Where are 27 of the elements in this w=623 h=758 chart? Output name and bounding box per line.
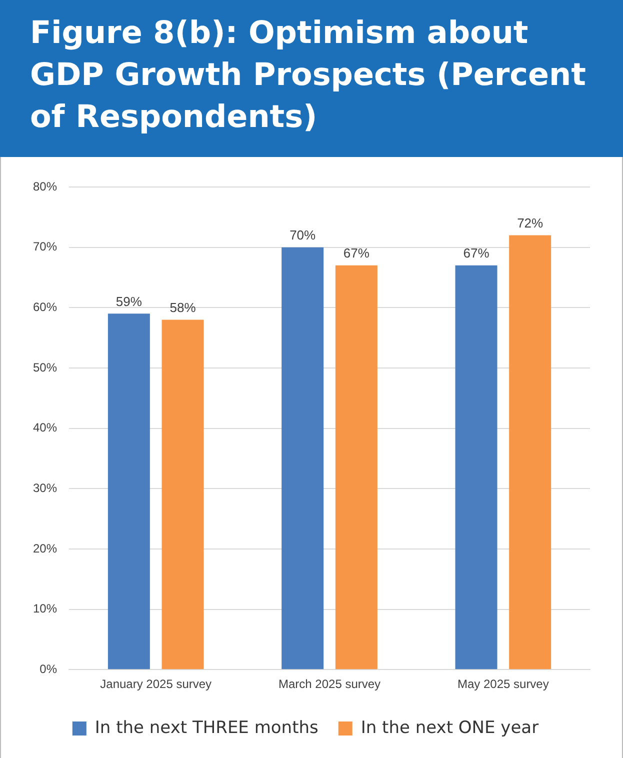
- bar: [509, 235, 552, 670]
- y-tick-label: 60%: [32, 300, 58, 314]
- y-tick-label: 40%: [32, 420, 58, 435]
- x-tick-label: May 2025 survey: [457, 677, 549, 692]
- x-tick-label: March 2025 survey: [278, 677, 381, 692]
- y-tick-label: 70%: [32, 240, 58, 254]
- data-label: 59%: [116, 294, 142, 309]
- y-tick-label: 10%: [32, 602, 58, 616]
- bar: [455, 265, 498, 670]
- y-tick-label: 50%: [32, 360, 58, 374]
- bar: [335, 265, 378, 670]
- y-tick-label: 0%: [40, 662, 58, 676]
- chart-title: Figure 8(b): Optimism about GDP Growth Prospects (Percent of Respondents): [0, 0, 623, 157]
- legend-label: In the next THREE months: [94, 718, 319, 738]
- x-tick-label: January 2025 survey: [100, 677, 212, 692]
- legend-label: In the next ONE year: [360, 718, 539, 738]
- bar: [108, 314, 150, 670]
- bar: [282, 247, 324, 670]
- data-label: 67%: [463, 246, 490, 260]
- y-tick-label: 30%: [32, 480, 58, 495]
- y-tick-label: 20%: [32, 541, 58, 556]
- data-label: 67%: [343, 246, 370, 260]
- data-label: 58%: [170, 300, 196, 315]
- y-tick-label: 80%: [32, 179, 58, 194]
- data-label: 70%: [290, 227, 316, 242]
- data-label: 72%: [517, 215, 544, 230]
- bar: [162, 320, 204, 670]
